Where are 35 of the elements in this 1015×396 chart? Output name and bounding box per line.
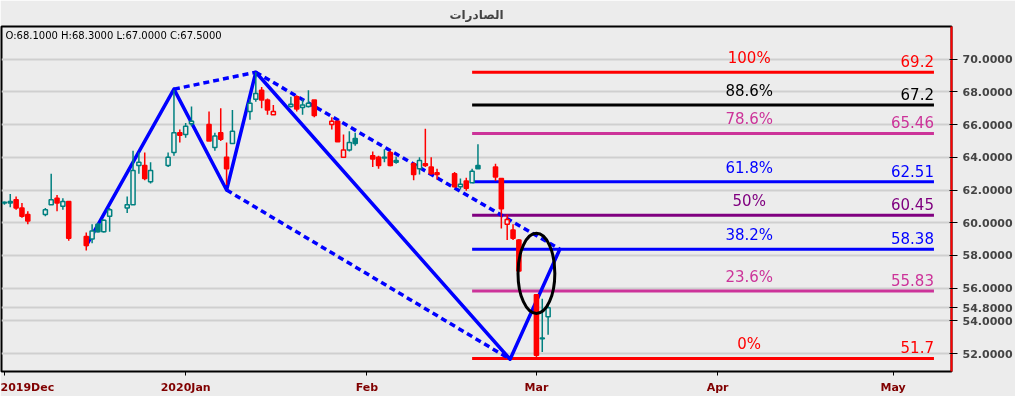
data-label: 60.45 bbox=[891, 196, 934, 215]
series-label: 23.6% bbox=[725, 267, 774, 286]
y-tick-label: 60.0000 bbox=[962, 216, 1013, 230]
x-tick-label: 2019Dec bbox=[0, 380, 55, 394]
series-label: 78.6% bbox=[725, 110, 774, 129]
series-label: 61.8% bbox=[725, 158, 774, 177]
y-tick-label: 54.0000 bbox=[962, 314, 1013, 328]
data-label: 65.46 bbox=[891, 114, 934, 133]
y-tick-label: 70.0000 bbox=[962, 53, 1013, 67]
y-tick-label: 62.0000 bbox=[962, 184, 1013, 198]
x-tick-label: Feb bbox=[355, 380, 379, 394]
data-label: 55.83 bbox=[891, 271, 934, 290]
y-tick-label: 56.0000 bbox=[962, 282, 1013, 296]
series-label: 50% bbox=[732, 192, 766, 211]
series-label: 0% bbox=[737, 335, 762, 354]
annotation: O:68.1000 H:68.3000 L:67.0000 C:67.5000 bbox=[5, 29, 222, 41]
chart-title: الصادرات bbox=[449, 7, 504, 22]
series-label: 100% bbox=[727, 49, 771, 68]
x-tick-label: May bbox=[880, 380, 906, 394]
y-tick-label: 68.0000 bbox=[962, 85, 1013, 99]
x-tick-label: 2020Jan bbox=[160, 380, 211, 394]
data-label: 67.2 bbox=[900, 85, 934, 104]
series-label: 88.6% bbox=[725, 81, 774, 100]
data-label: 62.51 bbox=[891, 162, 934, 181]
y-tick-label: 64.0000 bbox=[962, 151, 1013, 165]
data-label: 69.2 bbox=[900, 53, 934, 72]
data-label: 51.7 bbox=[900, 339, 934, 358]
series-label: 38.2% bbox=[725, 226, 774, 245]
y-tick-label: 52.0000 bbox=[962, 347, 1013, 361]
y-tick-label: 54.8000 bbox=[962, 301, 1013, 315]
x-tick-label: Apr bbox=[706, 380, 730, 394]
y-tick-label: 58.0000 bbox=[962, 249, 1013, 263]
data-label: 58.38 bbox=[891, 230, 934, 249]
y-tick-label: 66.0000 bbox=[962, 118, 1013, 132]
x-tick-label: Mar bbox=[524, 380, 549, 394]
